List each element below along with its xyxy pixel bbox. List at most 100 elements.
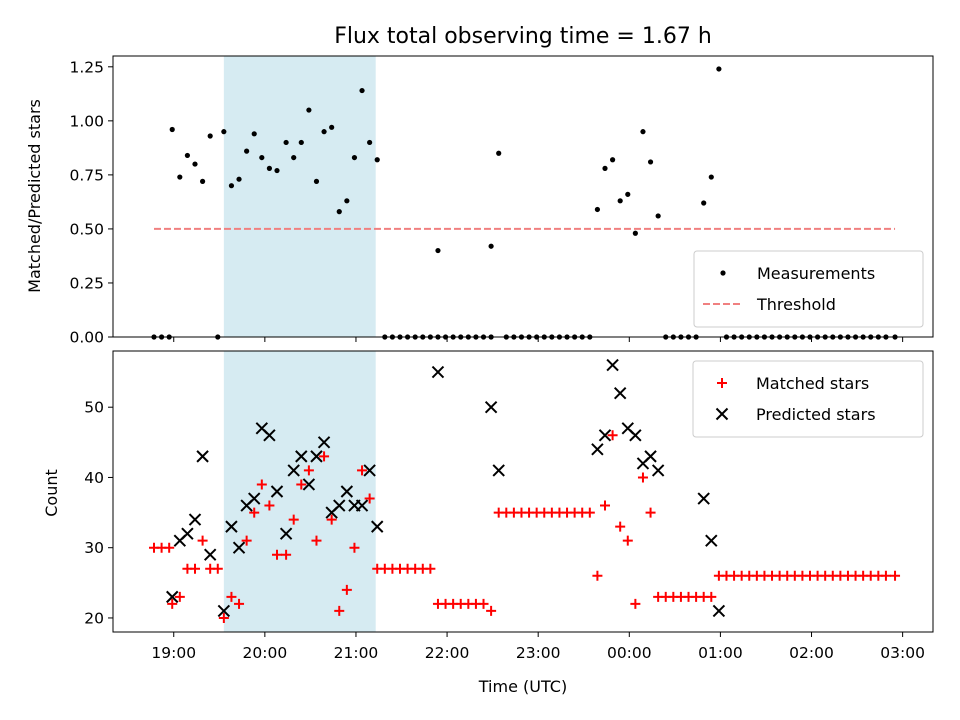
x-tick-label: 03:00 xyxy=(880,644,925,662)
data-point xyxy=(236,176,242,182)
data-point xyxy=(181,527,194,540)
data-point xyxy=(598,429,612,442)
data-point xyxy=(303,465,314,476)
data-point xyxy=(359,87,365,94)
x-tick-label: 01:00 xyxy=(698,644,743,662)
data-point xyxy=(218,612,229,623)
data-point xyxy=(164,542,175,553)
legend-marker xyxy=(720,270,726,276)
legend-marker xyxy=(715,407,729,421)
data-point xyxy=(367,139,373,146)
y-tick-label: 40 xyxy=(84,469,104,487)
data-point xyxy=(341,584,352,595)
data-point xyxy=(169,126,175,133)
data-point xyxy=(357,465,368,476)
shaded-interval xyxy=(223,351,376,632)
data-point xyxy=(288,514,299,525)
data-point xyxy=(264,500,275,511)
y-axis-label-top: Matched/Predicted stars xyxy=(25,99,44,293)
x-tick-label: 20:00 xyxy=(243,644,288,662)
data-point xyxy=(217,604,231,618)
data-point xyxy=(492,464,505,477)
data-point xyxy=(615,521,626,532)
legend: Matched stars Predicted stars xyxy=(692,360,924,438)
data-point xyxy=(880,570,891,581)
data-point xyxy=(705,534,718,547)
legend-label: Predicted stars xyxy=(756,405,876,424)
data-point xyxy=(266,165,273,171)
data-point xyxy=(306,107,312,113)
data-point xyxy=(484,400,498,414)
data-point xyxy=(701,200,707,206)
data-point xyxy=(374,157,380,163)
data-point xyxy=(203,548,217,561)
x-tick-label: 02:00 xyxy=(789,644,834,662)
legend-label: Matched stars xyxy=(756,374,869,393)
data-point xyxy=(632,230,638,236)
data-point xyxy=(225,520,238,533)
data-point xyxy=(600,500,610,511)
data-point xyxy=(241,535,252,546)
y-tick-label: 1.00 xyxy=(69,112,104,130)
data-point xyxy=(244,148,250,154)
data-point xyxy=(478,598,489,609)
data-point xyxy=(249,507,260,518)
y-tick-label: 0.25 xyxy=(69,274,104,292)
data-point xyxy=(602,165,608,171)
data-point xyxy=(431,365,445,379)
data-point xyxy=(283,139,289,146)
data-point xyxy=(212,563,223,574)
legend-label: Measurements xyxy=(757,264,875,283)
data-point xyxy=(197,535,208,546)
data-point xyxy=(591,443,604,456)
data-point xyxy=(251,131,257,137)
data-point xyxy=(606,358,619,372)
data-point xyxy=(340,485,354,498)
data-point xyxy=(706,591,717,602)
data-point xyxy=(594,206,601,213)
data-point xyxy=(617,198,623,204)
data-point xyxy=(234,598,245,609)
data-point xyxy=(184,152,191,159)
data-point xyxy=(584,507,595,518)
data-point xyxy=(708,174,714,180)
data-point xyxy=(336,209,342,215)
data-point xyxy=(199,178,206,184)
data-point xyxy=(630,598,641,609)
data-point xyxy=(232,541,246,554)
y-tick-label: 30 xyxy=(84,539,104,557)
data-point xyxy=(302,478,316,491)
y-tick-label: 0.00 xyxy=(69,329,104,347)
data-point xyxy=(890,570,901,581)
data-point xyxy=(259,154,265,161)
data-point xyxy=(274,167,280,174)
data-point xyxy=(435,247,441,254)
data-point xyxy=(655,213,661,219)
data-point xyxy=(326,514,337,525)
data-point xyxy=(647,159,654,165)
data-point xyxy=(174,591,185,602)
data-point xyxy=(321,129,327,135)
data-point xyxy=(333,499,346,512)
data-point xyxy=(349,542,360,553)
legend-marker xyxy=(717,378,727,388)
legend-box xyxy=(692,360,924,438)
data-point xyxy=(371,520,384,533)
data-point xyxy=(295,450,308,463)
series-predicted-stars xyxy=(166,358,726,618)
data-point xyxy=(622,535,633,546)
series-measurements xyxy=(151,66,898,340)
data-point xyxy=(712,604,726,618)
data-point xyxy=(351,154,358,161)
data-point xyxy=(270,485,284,498)
data-point xyxy=(311,535,322,546)
data-point xyxy=(496,150,502,156)
data-point xyxy=(355,499,369,512)
y-tick-label: 20 xyxy=(84,609,104,627)
data-point xyxy=(310,450,323,463)
data-point xyxy=(637,472,648,483)
data-point xyxy=(319,451,330,462)
data-point xyxy=(329,124,335,130)
data-point xyxy=(256,479,267,490)
data-point xyxy=(279,527,293,540)
